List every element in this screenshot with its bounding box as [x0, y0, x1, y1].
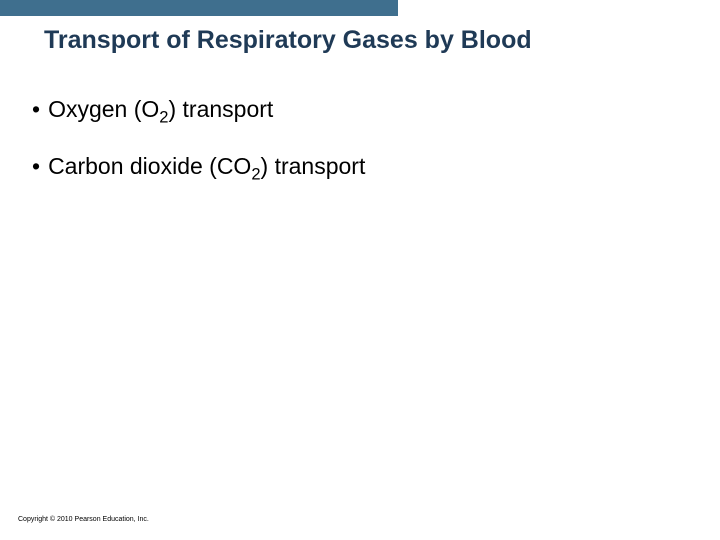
bullet-sub: 2: [251, 165, 260, 184]
header-ribbon: [0, 0, 398, 16]
copyright-text: Copyright © 2010 Pearson Education, Inc.: [18, 516, 149, 523]
bullet-pre: Oxygen (O: [48, 96, 159, 122]
bullet-post: ) transport: [261, 153, 366, 179]
bullet-icon: •: [32, 96, 40, 123]
slide-title: Transport of Respiratory Gases by Blood: [44, 26, 532, 55]
list-item: • Oxygen (O2) transport: [32, 96, 672, 123]
bullet-text: Oxygen (O2) transport: [48, 96, 273, 123]
list-item: • Carbon dioxide (CO2) transport: [32, 153, 672, 180]
bullet-text: Carbon dioxide (CO2) transport: [48, 153, 365, 180]
bullet-list: • Oxygen (O2) transport • Carbon dioxide…: [32, 96, 672, 180]
bullet-pre: Carbon dioxide (CO: [48, 153, 251, 179]
bullet-icon: •: [32, 153, 40, 180]
title-wrap: Transport of Respiratory Gases by Blood: [44, 26, 532, 55]
bullet-post: ) transport: [168, 96, 273, 122]
slide: Transport of Respiratory Gases by Blood …: [0, 0, 720, 540]
